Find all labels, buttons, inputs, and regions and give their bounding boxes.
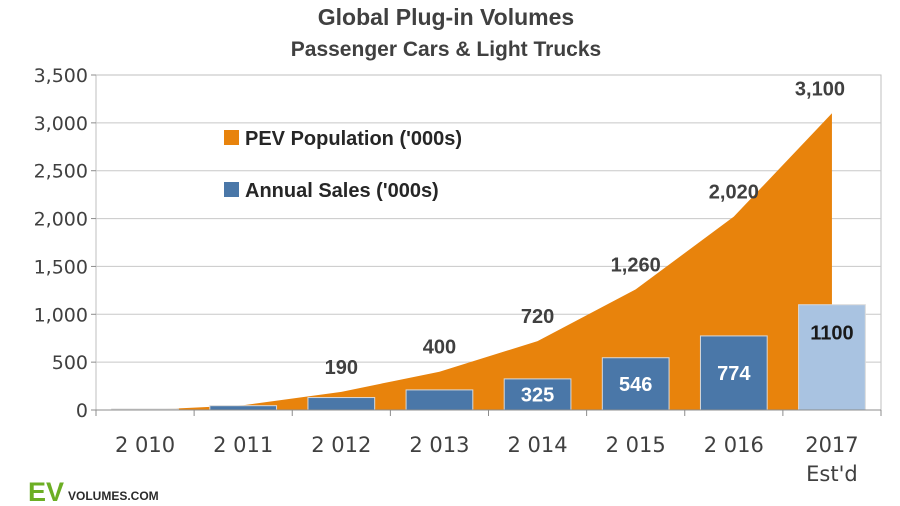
annual-sales-bar (601, 357, 670, 411)
legend-swatch-sales (224, 182, 239, 197)
legend-label-sales: Annual Sales ('000s) (245, 180, 439, 202)
annual-sales-label: 1100 (810, 323, 853, 345)
y-tick-label: 0 (76, 400, 88, 422)
legend-swatch-pev (224, 130, 239, 145)
x-tick-label: 2 010 (115, 433, 175, 457)
y-tick-label: 3,500 (34, 65, 88, 87)
annual-sales-label: 325 (521, 384, 554, 406)
y-tick-label: 1,000 (34, 304, 88, 326)
pev-population-label: 1,260 (611, 254, 661, 276)
y-tick-label: 1,500 (34, 256, 88, 278)
y-tick-label: 3,000 (34, 113, 88, 135)
chart-title: Global Plug-in Volumes (318, 4, 574, 30)
pev-population-label: 3,100 (795, 78, 845, 100)
annual-sales-bar (307, 397, 376, 411)
annual-sales-bar (798, 304, 866, 411)
logo-volumes: VOLUMES.COM (68, 489, 159, 503)
pev-population-label: 2,020 (709, 182, 759, 204)
logo: EV VOLUMES.COM (28, 477, 159, 506)
legend-label-pev: PEV Population ('000s) (245, 128, 462, 150)
y-tick-label: 2,000 (34, 209, 88, 231)
y-tick-label: 500 (52, 352, 88, 374)
y-tick-label: 2,500 (34, 161, 88, 183)
x-tick-label: 2 016 (704, 433, 764, 457)
annual-sales-bar (209, 405, 278, 411)
annual-sales-label: 774 (717, 363, 751, 385)
plot-area: 0 500 1,000 1,500 2,000 2,500 3,000 3,500 325 546… (34, 65, 882, 486)
logo-ev: EV (28, 477, 64, 506)
x-tick-label: 2 015 (606, 433, 666, 457)
pev-population-label: 190 (325, 357, 358, 379)
annual-sales-label: 546 (619, 374, 652, 396)
x-tick-sublabel: Est'd (806, 462, 858, 486)
chart-subtitle: Passenger Cars & Light Trucks (291, 38, 601, 61)
x-tick-label: 2 011 (213, 433, 273, 457)
pev-population-label: 720 (521, 306, 554, 328)
annual-sales-bar (405, 389, 474, 411)
pev-population-label: 400 (423, 337, 456, 359)
x-tick-label: 2 012 (311, 433, 371, 457)
x-tick-label: 2 014 (508, 433, 568, 457)
pev-population-area (145, 113, 832, 411)
x-tick-label: 2 013 (409, 433, 469, 457)
x-tick-label: 2017 (805, 433, 858, 457)
